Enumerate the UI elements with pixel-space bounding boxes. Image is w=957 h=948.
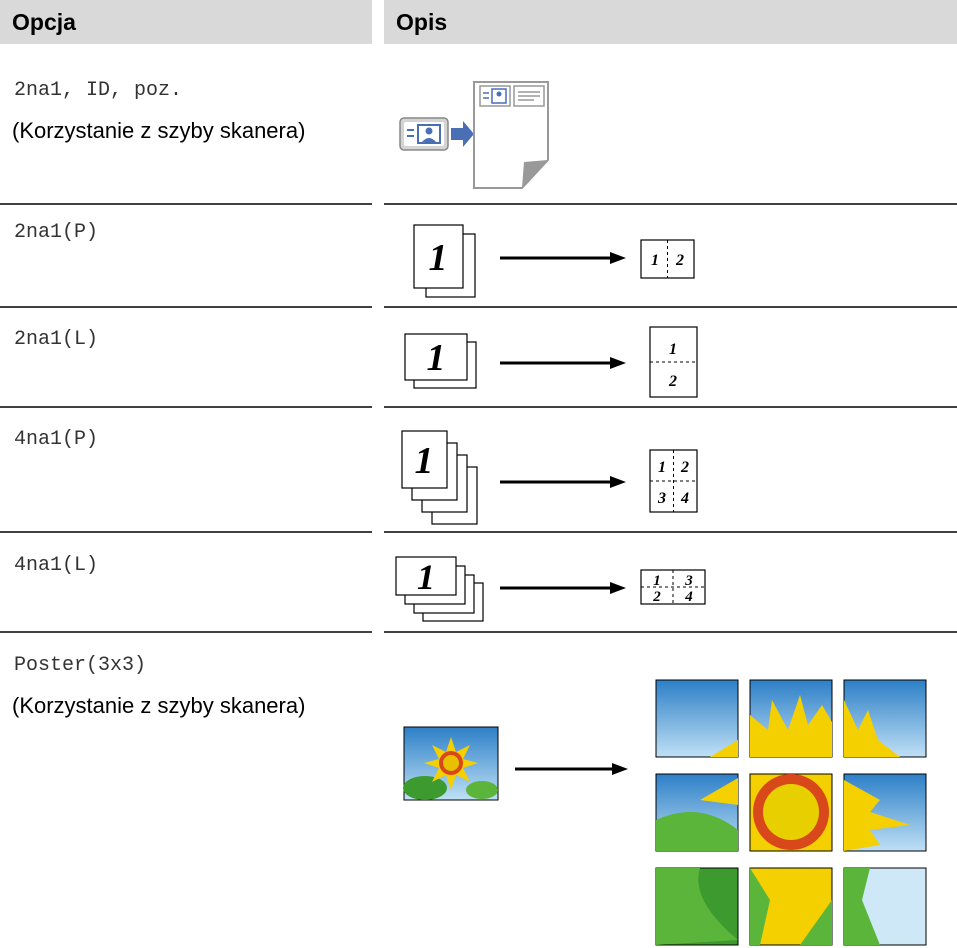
page-number: 4: [680, 490, 689, 507]
page-number: 2: [652, 589, 661, 605]
four-in-one-portrait-illustration: 1 1 2 3 4: [401, 430, 698, 525]
option: 2na1(P): [14, 221, 98, 244]
option: 2na1(L): [14, 328, 98, 351]
option: 4na1(P): [14, 428, 98, 451]
four-in-one-landscape-illustration: 1 1 3 2 4: [395, 556, 706, 622]
page-number: 1: [651, 252, 659, 269]
option: 2na1, ID, poz.: [14, 79, 182, 102]
option-note: (Korzystanie z szyby skanera): [12, 118, 305, 143]
header-cell: [384, 0, 957, 44]
option: 4na1(L): [14, 554, 98, 577]
page-number: 2: [675, 252, 684, 269]
header-description: Opis: [396, 9, 447, 35]
header-cell: [0, 0, 372, 44]
page-number: 1: [415, 440, 434, 482]
id-copy-illustration: [399, 81, 549, 189]
page-number: 1: [658, 459, 666, 476]
header-option: Opcja: [12, 9, 76, 35]
option: Poster(3x3): [14, 654, 146, 677]
two-in-one-landscape-illustration: 1 1 2: [404, 326, 698, 398]
page-number: 1: [429, 237, 448, 279]
page-number: 1: [417, 557, 435, 597]
row-separators: [0, 203, 957, 633]
poster-illustration: [403, 679, 927, 946]
page-number: 3: [657, 490, 666, 507]
page-number: 4: [684, 589, 693, 605]
option-note: (Korzystanie z szyby skanera): [12, 693, 305, 718]
page-number: 1: [427, 337, 446, 379]
page-number: 3: [684, 573, 693, 589]
page-number: 1: [669, 341, 677, 358]
page-number: 2: [668, 373, 677, 390]
two-in-one-portrait-illustration: 1 1 2: [413, 224, 695, 298]
page-number: 1: [653, 573, 661, 589]
page-number: 2: [680, 459, 689, 476]
